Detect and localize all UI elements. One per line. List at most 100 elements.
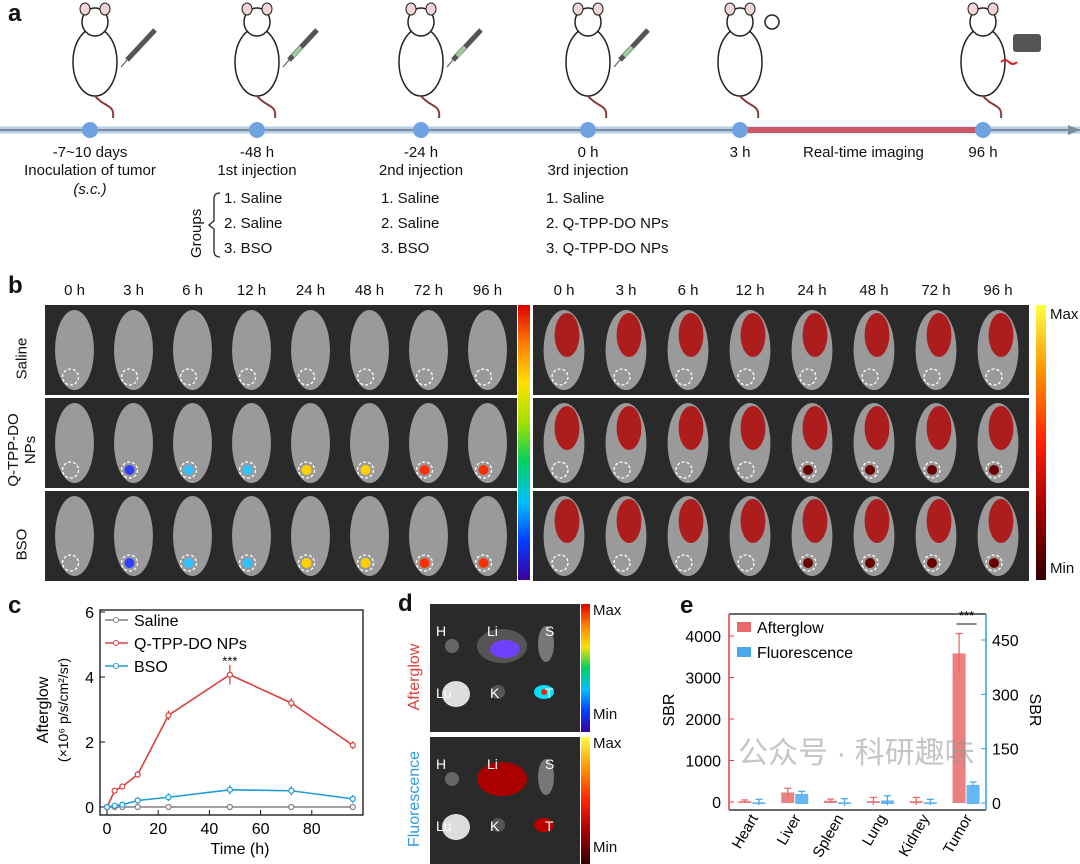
timepoint-header: 24 h [797, 282, 827, 299]
y-tick-label: 2000 [685, 712, 721, 729]
fluorescence-signal [554, 499, 580, 543]
mouse-illustration [234, 2, 319, 119]
mouse-image [232, 496, 271, 576]
tumor-marker [356, 461, 375, 479]
afterglow-signal [419, 558, 430, 568]
data-point [349, 803, 356, 811]
syringe-needle [613, 59, 621, 68]
timeline-arrowhead [1068, 125, 1080, 135]
timeline-point [82, 122, 98, 138]
mouse-ear [99, 2, 111, 16]
imaging-grid [45, 305, 1046, 581]
timepoint-label: 3 h [729, 144, 751, 161]
timeline-point [249, 122, 265, 138]
tumor-marker [61, 368, 80, 386]
organ-label: Lu [436, 685, 452, 701]
tumor-marker [238, 554, 257, 572]
timepoint-header: 72 h [413, 282, 444, 299]
timeline-point [580, 122, 596, 138]
y-tick-label: 0 [712, 795, 721, 812]
tumor-fluorescence-signal [865, 465, 875, 475]
x-tick-label: Tumor [940, 811, 976, 857]
y-tick-label: 6 [85, 605, 94, 622]
panel-label-d: d [398, 590, 413, 617]
mouse-image [173, 403, 212, 483]
mouse-image [350, 310, 389, 390]
data-point [288, 699, 295, 707]
legend-label: Afterglow [757, 620, 824, 637]
organ-tumor [534, 818, 554, 832]
tumor-marker [861, 368, 879, 386]
timepoint-header: 72 h [921, 282, 951, 299]
timepoint-description: 2nd injection [378, 162, 464, 179]
mouse-head [969, 7, 997, 37]
tumor-marker [737, 461, 755, 479]
syringe-icon [125, 28, 157, 62]
fluorescence-signal [802, 406, 828, 450]
tumor-marker [737, 368, 755, 386]
timepoint-header: 96 h [472, 282, 503, 299]
timepoint-header: 48 h [859, 282, 889, 299]
tumor-marker [985, 461, 1003, 479]
organ-label: T [545, 685, 554, 701]
data-point [111, 787, 118, 794]
organ-label: Lu [436, 818, 452, 834]
fluorescence-colorbar [1036, 305, 1046, 580]
timepoint-header: 24 h [295, 282, 326, 299]
organ-liver [477, 762, 527, 796]
fluorescence-signal [740, 313, 766, 357]
plot-frame [99, 609, 364, 816]
mouse-tail [94, 95, 115, 119]
mouse-image [468, 496, 507, 576]
mouse-ear [405, 2, 417, 16]
organ-image-background [430, 737, 580, 864]
afterglow-signal [183, 465, 194, 475]
legend-label: Q-TPP-DO NPs [134, 636, 247, 653]
mouse-ear [987, 2, 999, 16]
group-entry: 3. BSO [381, 240, 430, 257]
mouse-head [81, 7, 109, 37]
data-point [288, 787, 295, 794]
tumor-marker [356, 554, 375, 572]
timepoint-subtext: (s.c.) [73, 181, 107, 198]
fluorescence-signal [740, 406, 766, 450]
mouse-body [398, 27, 444, 97]
mouse-image [291, 310, 330, 390]
mouse-body [234, 27, 280, 97]
group-entry: 3. BSO [224, 240, 273, 257]
timeline-point [732, 122, 748, 138]
data-point [134, 797, 141, 804]
organ-label: Li [487, 756, 498, 772]
fluorescence-signal [988, 406, 1014, 450]
mouse-image [468, 403, 507, 483]
y-axis-label: Afterglow [35, 676, 52, 743]
groups-label: Groups [188, 208, 205, 258]
light-bulb-icon [764, 14, 780, 30]
timepoint-description: 1st injection [217, 162, 297, 179]
tumor-marker [675, 368, 693, 386]
organ-label: Li [487, 623, 498, 639]
tumor-marker [415, 461, 434, 479]
data-point [226, 671, 233, 678]
mouse-tail [739, 95, 760, 119]
tumor-marker [61, 461, 80, 479]
x-tick-label: 60 [252, 821, 270, 838]
fluorescence-row-label: Fluorescence [406, 750, 423, 848]
mouse-image [55, 496, 94, 576]
mouse-ear [592, 2, 604, 16]
panel-label-b: b [8, 272, 23, 299]
organ-lung [442, 814, 470, 840]
tumor-marker [61, 554, 80, 572]
tumor-marker [923, 554, 941, 572]
group-entry: 1. Saline [381, 190, 440, 207]
organ-label: T [545, 818, 554, 834]
colorbar-min-label: Min [593, 706, 618, 723]
x-tick-label: 20 [149, 821, 167, 838]
data-point [226, 786, 233, 793]
significance-annotation: *** [222, 654, 237, 669]
tumor-marker [474, 554, 493, 572]
fluorescence-signal [864, 499, 890, 543]
y-tick-label: 3000 [685, 671, 721, 688]
timepoint-header: 48 h [354, 282, 385, 299]
afterglow-signal [124, 558, 135, 568]
